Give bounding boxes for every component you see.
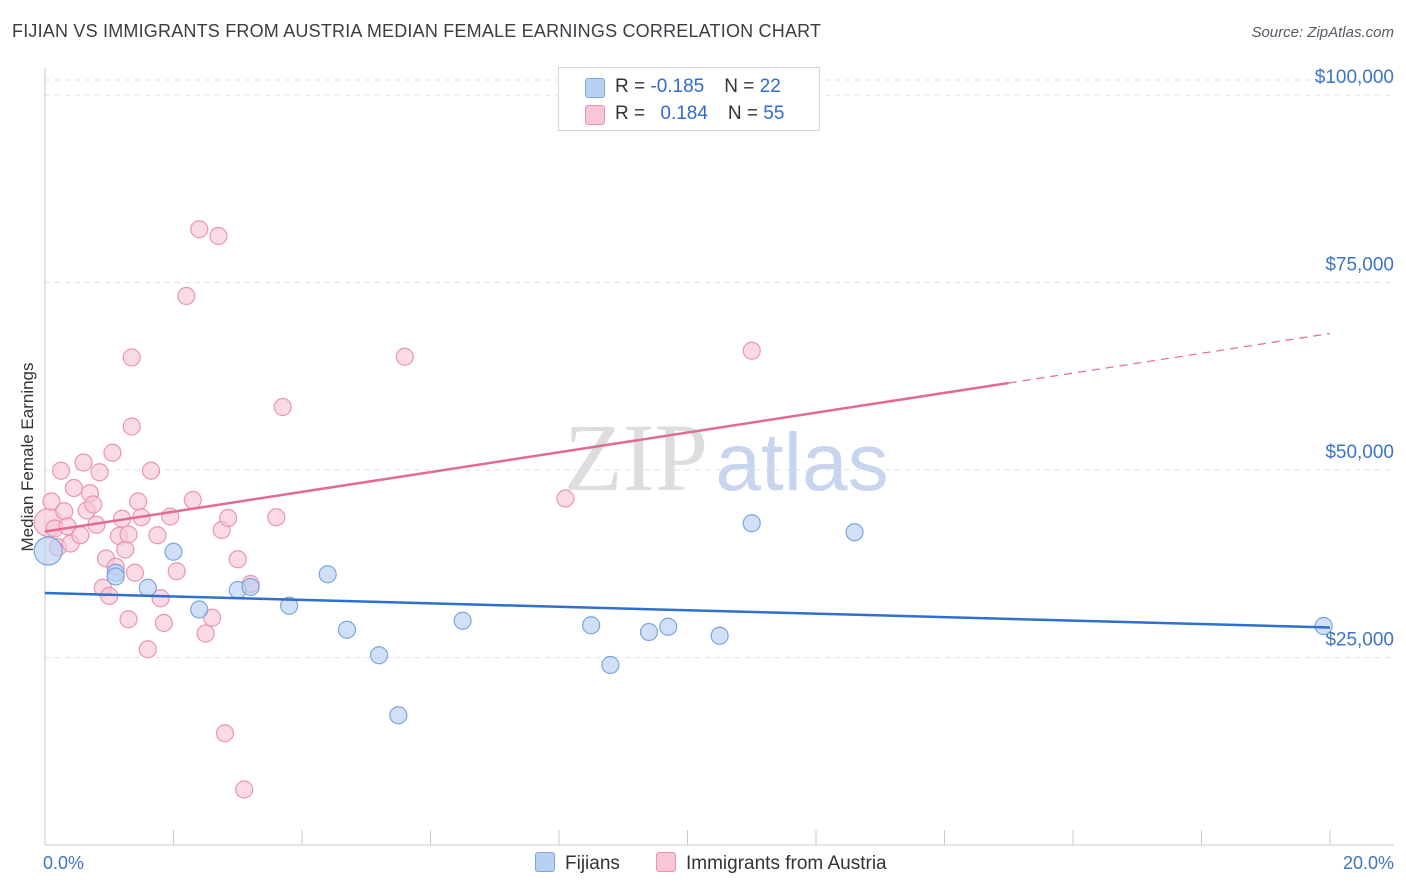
trend-line-austria-projection [1008, 332, 1331, 384]
point-fijians [190, 600, 209, 619]
point-austria [202, 608, 222, 627]
point-fijians [370, 646, 389, 665]
point-austria [273, 397, 292, 417]
point-austria [51, 461, 71, 480]
point-austria [71, 526, 90, 545]
point-fijians [389, 706, 408, 725]
point-austria [148, 526, 167, 545]
source-credit: Source: ZipAtlas.com [1251, 24, 1394, 41]
legend-n-label: N = [724, 76, 760, 97]
legend-r-value-fijians: -0.185 [650, 76, 705, 97]
point-austria [183, 490, 202, 510]
point-fijians [106, 567, 125, 586]
trend-line-fijians [44, 591, 1331, 629]
point-austria [151, 589, 170, 608]
point-austria [90, 463, 109, 482]
point-austria [138, 640, 157, 659]
legend-n-value-austria: 55 [763, 103, 785, 124]
watermark-zip: ZIP [564, 404, 708, 511]
point-fijians [164, 542, 183, 561]
gridlines [45, 79, 1394, 658]
point-austria [42, 492, 61, 511]
point-austria [125, 563, 145, 582]
point-austria [74, 453, 93, 472]
trend-lines [44, 332, 1331, 629]
point-austria [190, 220, 209, 239]
legend-r-label: R = [615, 103, 651, 124]
point-austria [209, 226, 228, 246]
y-axis-label: Median Female Earnings [18, 363, 37, 552]
watermark: ZIP atlas [564, 404, 889, 511]
y-tick-label: $75,000 [1325, 255, 1394, 276]
legend-swatch-austria [585, 105, 605, 125]
bottom-legend-label-austria: Immigrants from Austria [686, 853, 887, 874]
point-austria [64, 478, 84, 498]
point-austria [84, 495, 103, 514]
point-fijians [138, 578, 157, 597]
bottom-legend-austria: Immigrants from Austria [656, 852, 887, 875]
point-austria [119, 610, 138, 629]
bottom-legend-fijians: Fijians [535, 852, 620, 875]
point-fijians [710, 626, 729, 645]
point-austria [167, 562, 186, 581]
point-fijians [742, 514, 761, 533]
y-tick-label: $50,000 [1325, 442, 1394, 463]
point-fijians [601, 655, 620, 675]
point-austria [395, 347, 414, 366]
point-austria [129, 492, 148, 511]
trend-line-austria [44, 381, 1009, 533]
y-tick-label: $100,000 [1315, 67, 1394, 88]
bottom-legend-swatch-austria [656, 852, 676, 872]
point-austria [122, 348, 141, 367]
point-fijians [280, 596, 299, 615]
bottom-legend-swatch-fijians [535, 852, 555, 872]
point-fijians [318, 565, 337, 584]
point-austria [267, 508, 286, 527]
chart-title: FIJIAN VS IMMIGRANTS FROM AUSTRIA MEDIAN… [12, 21, 822, 41]
watermark-atlas: atlas [715, 417, 888, 508]
bottom-legend-label-fijians: Fijians [565, 853, 620, 874]
correlation-legend: R = -0.185 N = 22 R = 0.184 N = 55 [558, 67, 820, 131]
axes [44, 68, 1394, 846]
point-austria [122, 417, 141, 436]
point-austria [556, 489, 575, 508]
x-tick-label-min: 0.0% [43, 853, 84, 873]
legend-swatch-fijians [585, 78, 605, 98]
point-austria [119, 525, 138, 544]
point-austria [196, 624, 215, 643]
point-fijians [337, 620, 357, 639]
point-austria [228, 550, 247, 569]
point-fijians [582, 616, 601, 635]
y-tick-labels: $25,000 $50,000 $75,000 $100,000 [1315, 67, 1394, 651]
point-austria [103, 443, 122, 462]
point-austria [141, 461, 161, 480]
point-austria [219, 508, 238, 528]
point-fijians [453, 611, 472, 630]
legend-r-label: R = [615, 76, 651, 97]
legend-r-value-austria: 0.184 [660, 103, 708, 124]
point-austria [154, 613, 173, 633]
point-austria [742, 341, 761, 360]
y-tick-label: $25,000 [1325, 630, 1394, 651]
point-fijians [845, 523, 864, 542]
series-fijians-points [33, 514, 1333, 725]
legend-n-label: N = [727, 103, 764, 124]
series-austria-points [33, 220, 761, 799]
x-tick-labels: 0.0% 20.0% [43, 853, 1394, 873]
point-fijians [33, 536, 63, 566]
x-tick-label-max: 20.0% [1343, 853, 1394, 873]
point-fijians [659, 617, 678, 636]
legend-n-value-fijians: 22 [759, 76, 781, 97]
point-austria [215, 724, 234, 743]
point-austria [55, 502, 74, 521]
point-fijians [639, 622, 659, 642]
point-austria [116, 540, 135, 559]
point-fijians [241, 577, 260, 597]
point-austria [177, 286, 196, 306]
point-austria [235, 780, 254, 799]
